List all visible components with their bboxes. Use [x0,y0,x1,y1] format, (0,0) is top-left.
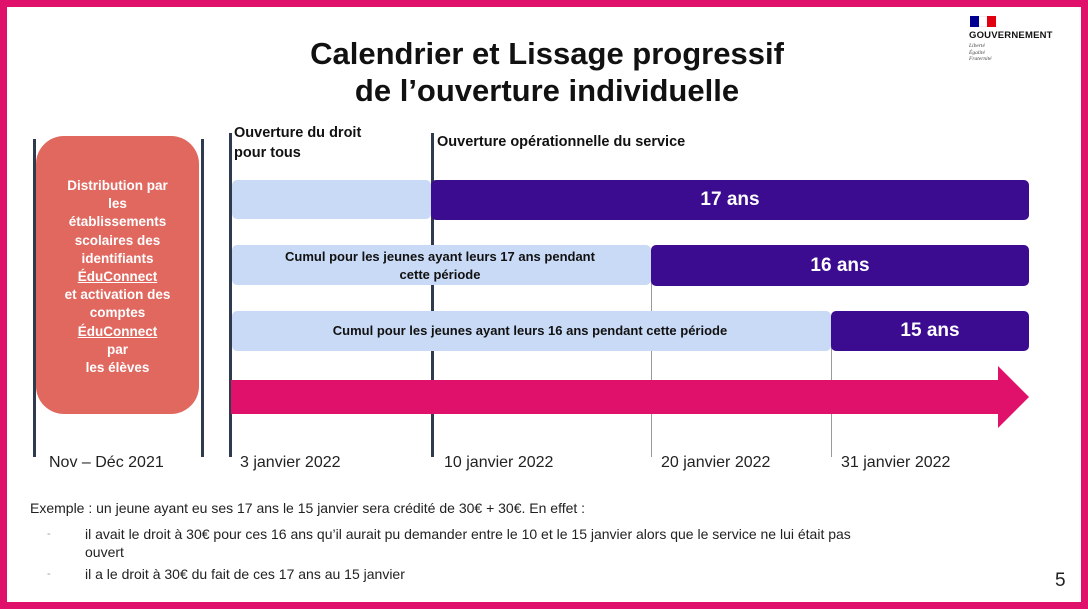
age-bar-15-ans: 15 ans [831,311,1029,351]
timeline-arrow [231,366,1029,428]
educonnect-link-1: ÉduConnect [77,269,158,285]
example-intro: Exemple : un jeune ayant eu ses 17 ans l… [30,500,586,516]
header-ouverture-droit: Ouverture du droit pour tous [234,125,362,161]
bullet-marker: - [47,568,51,580]
date-31-janvier-2022: 31 janvier 2022 [841,454,951,471]
separator-left-2 [201,139,204,457]
government-motto: Liberté Égalité Fraternité [969,43,992,62]
french-flag-icon [970,16,997,27]
age-bar-17-ans: 17 ans [431,180,1029,220]
educonnect-link-2: ÉduConnect [77,323,158,339]
date-3-janvier-2022: 3 janvier 2022 [240,454,341,471]
date-10-janvier-2022: 10 janvier 2022 [444,454,554,471]
cumul-bar-row-2 [232,245,651,285]
cumul-bar-row-3 [232,311,831,351]
separator-left-1 [33,139,36,457]
title-line-2: de l’ouverture individuelle [354,73,740,108]
header-ouverture-operationnelle: Ouverture opérationnelle du service [437,134,686,150]
separator-20-janvier [651,281,652,457]
age-bar-16-ans: 16 ans [651,245,1029,286]
slide-title: Calendrier et Lissage progressif de l’ou… [197,35,897,109]
date-nov-dec-2021: Nov – Déc 2021 [49,454,164,471]
page-number: 5 [1055,570,1066,591]
cumul-label-row-2: Cumul pour les jeunes ayant leurs 17 ans… [285,249,595,282]
cumul-bar-row-1 [232,180,431,219]
cumul-label-row-3: Cumul pour les jeunes ayant leurs 16 ans… [332,323,728,338]
separator-operationnelle [431,133,434,457]
separator-droit [229,133,232,457]
date-20-janvier-2022: 20 janvier 2022 [661,454,771,471]
distribution-box: Distribution par les établissements scol… [36,136,199,414]
government-name: GOUVERNEMENT [969,30,1053,41]
title-line-1: Calendrier et Lissage progressif [310,36,784,71]
bullet-marker: - [47,528,51,540]
government-logo: GOUVERNEMENT Liberté Égalité Fraternité [969,16,1069,63]
